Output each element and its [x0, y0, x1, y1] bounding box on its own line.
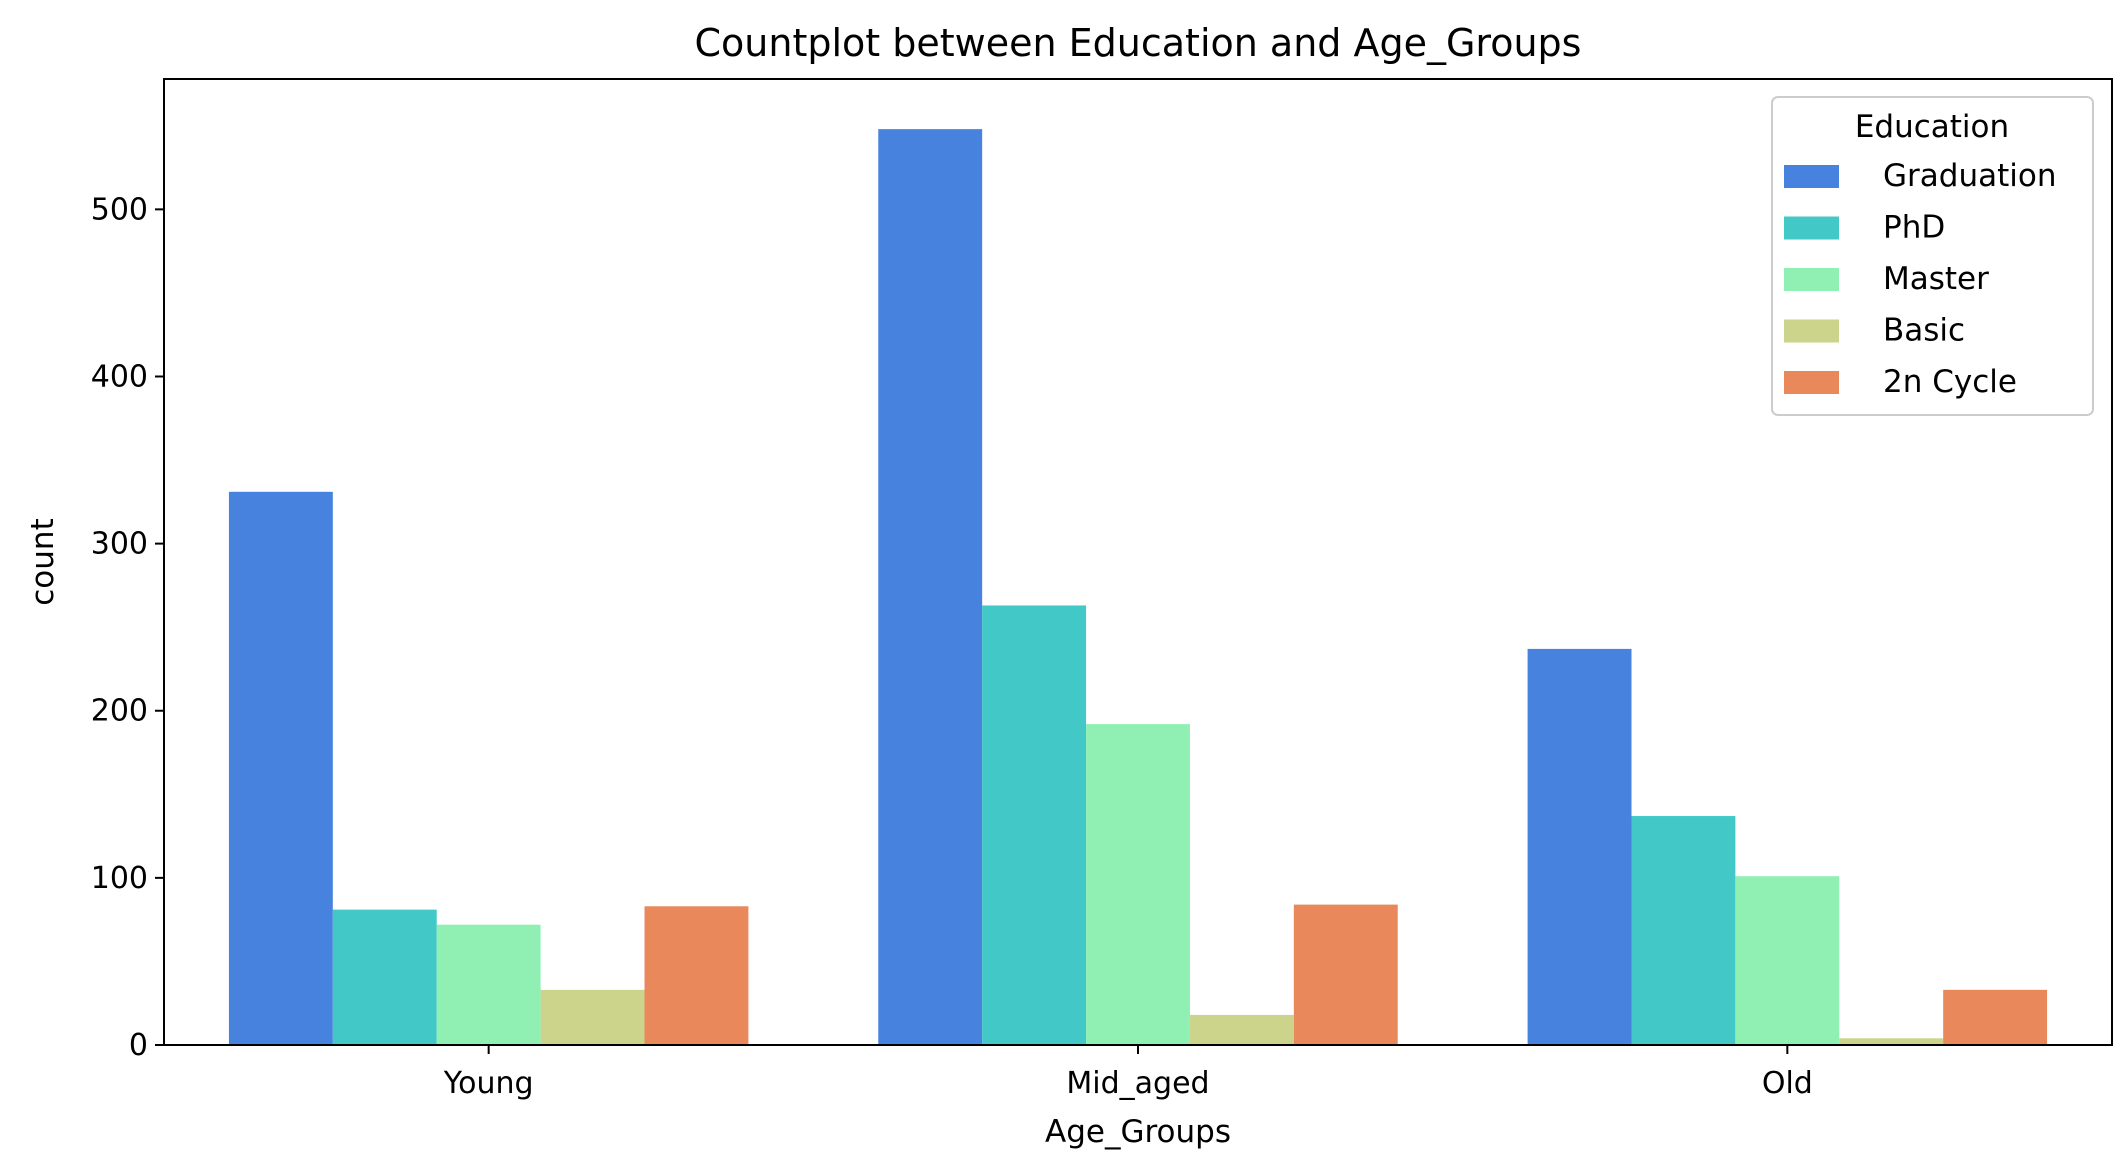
legend-swatch — [1784, 216, 1839, 240]
bar-phd-old — [1631, 816, 1736, 1045]
bar-basic-mid_aged — [1189, 1014, 1294, 1045]
legend-box — [1771, 96, 2094, 416]
x-tick-label: Mid_aged — [1066, 1066, 1209, 1101]
bar-2n-cycle-young — [644, 906, 749, 1045]
legend-label: 2n Cycle — [1883, 364, 2017, 400]
legend-swatch — [1784, 371, 1839, 394]
bar-graduation-young — [228, 491, 333, 1045]
bar-2n-cycle-old — [1943, 989, 2048, 1045]
y-tick-label: 500 — [91, 192, 148, 227]
legend-title: Education — [1855, 109, 2009, 145]
y-tick-label: 300 — [91, 527, 148, 562]
legend: Education Graduation PhD Master Basic 2n Cyc… — [1771, 96, 2094, 416]
x-axis-ticks: Young Mid_aged Old — [443, 1045, 1813, 1101]
bar-basic-old — [1839, 1038, 1944, 1045]
legend-label: Master — [1883, 261, 1989, 297]
bar-2n-cycle-mid_aged — [1293, 904, 1398, 1045]
legend-swatch — [1784, 268, 1839, 291]
y-tick-label: 100 — [91, 861, 148, 896]
y-axis-ticks: 0 100 200 300 400 500 — [91, 192, 164, 1063]
bar-graduation-old — [1527, 648, 1632, 1045]
legend-items: Graduation PhD Master Basic 2n Cycle — [1784, 158, 2056, 400]
y-tick-label: 200 — [91, 694, 148, 729]
bar-graduation-mid_aged — [878, 129, 983, 1045]
bar-master-old — [1735, 876, 1840, 1045]
y-axis-label: count — [25, 518, 61, 605]
legend-label: PhD — [1883, 210, 1945, 246]
legend-label: Basic — [1883, 313, 1965, 349]
bar-phd-young — [332, 909, 437, 1045]
legend-swatch — [1784, 165, 1839, 188]
bar-master-mid_aged — [1086, 724, 1190, 1045]
legend-swatch — [1784, 319, 1839, 343]
x-tick-label: Old — [1762, 1066, 1813, 1101]
chart-title: Countplot between Education and Age_Grou… — [695, 21, 1582, 65]
x-axis-label: Age_Groups — [1045, 1114, 1231, 1150]
bar-phd-mid_aged — [982, 605, 1087, 1045]
bars-group — [228, 129, 2048, 1045]
legend-label: Graduation — [1883, 158, 2056, 194]
x-tick-label: Young — [443, 1066, 534, 1101]
y-tick-label: 400 — [91, 359, 148, 394]
bar-basic-young — [540, 989, 645, 1045]
bar-master-young — [436, 924, 541, 1045]
y-tick-label: 0 — [129, 1028, 148, 1063]
